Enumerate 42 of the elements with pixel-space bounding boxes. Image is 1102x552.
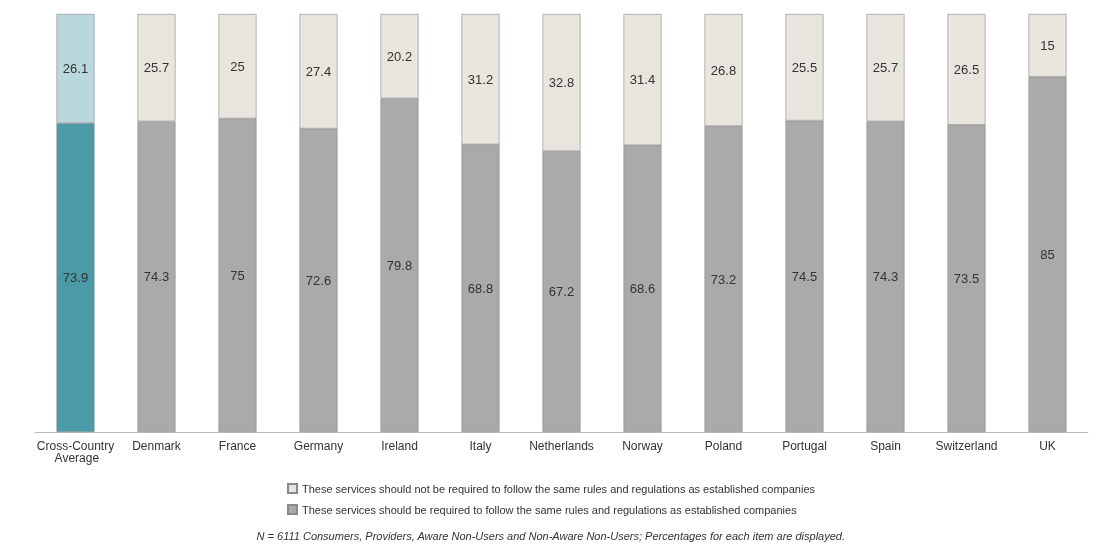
data-label: 75 (230, 267, 245, 283)
x-tick-label: Poland (704, 439, 743, 453)
x-tick-label: Italy (469, 439, 492, 453)
data-label: 26.8 (710, 62, 737, 78)
x-tick-label: Denmark (132, 439, 182, 453)
x-tick-label: France (218, 439, 257, 453)
data-label: 68.8 (467, 280, 494, 296)
legend-label: These services should be required to follow the same rules and regulations as established companies (301, 503, 798, 516)
data-label: 25 (230, 58, 245, 74)
data-label: 74.3 (872, 269, 899, 285)
data-label: 26.1 (62, 61, 89, 77)
data-label: 32.8 (548, 75, 575, 91)
data-label: 74.3 (143, 269, 170, 285)
x-tick-label: Germany (293, 439, 344, 453)
data-label: 73.5 (953, 270, 980, 286)
legend-label: These services should not be required to follow the same rules and regulations as established companies (301, 482, 816, 495)
data-label: 20.2 (386, 48, 413, 64)
data-label: 85 (1040, 246, 1055, 262)
x-tick-label: Spain (870, 439, 901, 453)
data-label: 73.9 (62, 270, 89, 286)
x-tick-label: UK (1039, 439, 1056, 453)
data-label: 72.6 (305, 272, 332, 288)
data-label: 25.7 (872, 60, 899, 76)
text: N = 6111 Consumers, Providers, Aware Non-Users and Non-Aware Non-Users; Percentages for each item are displayed. (256, 529, 846, 542)
x-tick-label: Cross-Country Average (36, 439, 115, 465)
data-label: 74.5 (791, 268, 818, 284)
data-label: 79.8 (386, 257, 413, 273)
data-label: 31.4 (629, 72, 656, 88)
x-tick-label: Norway (622, 439, 663, 453)
x-tick-label: Ireland (381, 439, 418, 453)
data-label: 68.6 (629, 281, 656, 297)
data-label: 31.2 (467, 71, 494, 87)
x-tick-label: Switzerland (935, 439, 998, 453)
data-label: 67.2 (548, 284, 575, 300)
x-tick-label: Portugal (782, 439, 827, 453)
data-label: 25.7 (143, 60, 170, 76)
data-label: 26.5 (953, 61, 980, 77)
data-label: 25.5 (791, 59, 818, 75)
data-label: 73.2 (710, 271, 737, 287)
x-tick-label: Netherlands (529, 439, 594, 453)
data-label: 27.4 (305, 63, 332, 79)
data-label: 15 (1040, 37, 1055, 53)
